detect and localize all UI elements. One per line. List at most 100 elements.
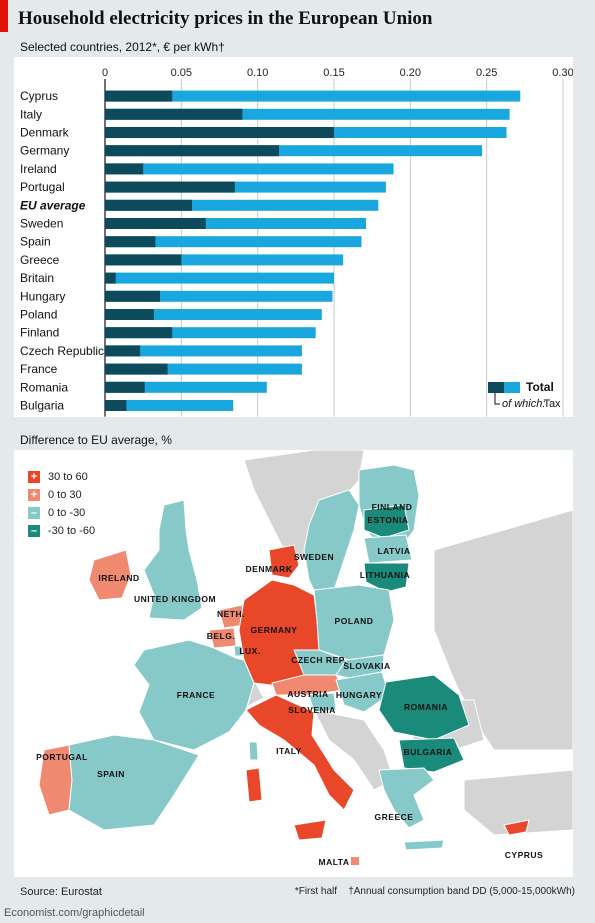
label-lithuania: LITHUANIA — [360, 570, 410, 580]
footnote-first-half: *First half — [294, 886, 338, 897]
label-estonia: ESTONIA — [367, 515, 408, 525]
map-panel: FINLAND SWEDEN ESTONIA LATVIA LITHUANIA … — [14, 450, 573, 877]
category-label: Denmark — [20, 126, 70, 140]
bar-total — [105, 363, 302, 375]
label-finland: FINLAND — [372, 502, 413, 512]
footnotes: *First half †Annual consumption band DD … — [295, 886, 575, 897]
legend-total-label: Total — [526, 380, 554, 394]
legend-of-which-label: of which: — [502, 398, 545, 410]
bar-tax — [105, 290, 160, 302]
label-spain: SPAIN — [97, 769, 125, 779]
legend-bracket — [494, 393, 500, 405]
bar-total — [105, 327, 316, 339]
label-germany: GERMANY — [251, 625, 298, 635]
region-denmark — [268, 544, 300, 579]
category-label: Hungary — [20, 289, 65, 303]
legend-item-0-30: + 0 to 30 — [28, 486, 95, 504]
category-label: France — [20, 362, 58, 376]
label-sweden: SWEDEN — [294, 552, 334, 562]
category-label: Ireland — [20, 162, 57, 176]
legend-item-m30-m60: – -30 to -60 — [28, 522, 95, 540]
legend-swatch: + — [28, 489, 40, 501]
region-sardinia — [245, 767, 263, 803]
label-italy: ITALY — [276, 746, 302, 756]
bar-total — [105, 236, 362, 248]
label-slovakia: SLOVAKIA — [343, 661, 390, 671]
region-ireland — [88, 549, 132, 601]
legend-swatch: – — [28, 525, 40, 537]
bar-tax — [105, 181, 235, 193]
page-title: Household electricity prices in the Euro… — [18, 8, 433, 29]
category-label: Portugal — [20, 180, 65, 194]
bar-total — [105, 290, 333, 302]
label-portugal: PORTUGAL — [36, 752, 88, 762]
label-malta: MALTA — [319, 857, 350, 867]
map-labels: FINLAND SWEDEN ESTONIA LATVIA LITHUANIA … — [36, 502, 543, 867]
map-title: Difference to EU average, % — [20, 433, 172, 447]
category-label: Britain — [20, 271, 54, 285]
label-latvia: LATVIA — [377, 546, 410, 556]
label-poland: POLAND — [335, 616, 374, 626]
bar-chart-panel: 0 0.05 0.10 0.15 0.20 0.25 0.30 Cyprus Italy Denm… — [14, 57, 574, 417]
label-denmark: DENMARK — [246, 564, 293, 574]
label-ireland: IRELAND — [98, 573, 139, 583]
region-spain — [68, 734, 200, 831]
region-italy — [245, 694, 355, 811]
region-cyprus — [503, 819, 530, 836]
region-lithuania — [363, 562, 410, 593]
bar-tax — [105, 236, 156, 248]
tick-label: 0.05 — [171, 67, 192, 79]
tick-label: 0.25 — [476, 67, 497, 79]
bar-total — [105, 345, 302, 357]
label-luxembourg: LUX. — [239, 646, 260, 656]
category-label: Germany — [20, 144, 69, 158]
legend-item-0-m30: – 0 to -30 — [28, 504, 95, 522]
map-legend: + 30 to 60 + 0 to 30 – 0 to -30 – -30 to… — [28, 468, 95, 540]
region-corsica — [248, 741, 259, 761]
region-bulgaria — [398, 737, 465, 773]
label-greece: GREECE — [375, 812, 414, 822]
tick-label: 0.20 — [400, 67, 421, 79]
bar-tax — [105, 163, 144, 175]
label-czech: CZECH REP. — [291, 655, 346, 665]
bar-tax — [105, 108, 243, 120]
label-uk: UNITED KINGDOM — [134, 594, 216, 604]
region-france — [133, 639, 255, 751]
region-sicily — [293, 819, 327, 841]
category-label: EU average — [20, 198, 86, 212]
region-slovenia — [308, 692, 337, 713]
bar-total — [105, 381, 267, 393]
bar-total — [105, 309, 322, 320]
bar-total — [105, 218, 367, 229]
category-label: Sweden — [20, 217, 63, 231]
label-austria: AUSTRIA — [287, 689, 328, 699]
tick-label: 0.30 — [552, 67, 573, 79]
label-france: FRANCE — [177, 690, 215, 700]
bar-tax — [105, 218, 206, 229]
legend-swatch: – — [28, 507, 40, 519]
label-cyprus: CYPRUS — [505, 850, 543, 860]
bar-tax — [105, 145, 280, 157]
bar-tax — [105, 400, 127, 411]
category-label: Cyprus — [20, 89, 58, 103]
region-latvia — [363, 534, 413, 564]
source-url: Economist.com/graphicdetail — [4, 907, 145, 919]
legend-item-30-60: + 30 to 60 — [28, 468, 95, 486]
bar-tax — [105, 327, 173, 339]
bar-chart: 0 0.05 0.10 0.15 0.20 0.25 0.30 Cyprus Italy Denm… — [20, 67, 574, 417]
bar-total — [105, 272, 334, 284]
category-label: Bulgaria — [20, 399, 64, 413]
tick-label: 0 — [102, 67, 108, 79]
label-slovenia: SLOVENIA — [288, 705, 335, 715]
region-romania — [378, 674, 470, 741]
label-belgium: BELG. — [207, 631, 235, 641]
legend-swatch-total — [504, 382, 520, 393]
label-hungary: HUNGARY — [336, 690, 382, 700]
bar-tax — [105, 254, 182, 266]
footnote-band: †Annual consumption band DD (5,000-15,00… — [348, 886, 575, 897]
legend-label: -30 to -60 — [48, 525, 96, 537]
label-bulgaria: BULGARIA — [404, 747, 453, 757]
region-crete — [403, 839, 445, 851]
malta-marker — [351, 857, 359, 865]
label-romania: ROMANIA — [404, 702, 448, 712]
